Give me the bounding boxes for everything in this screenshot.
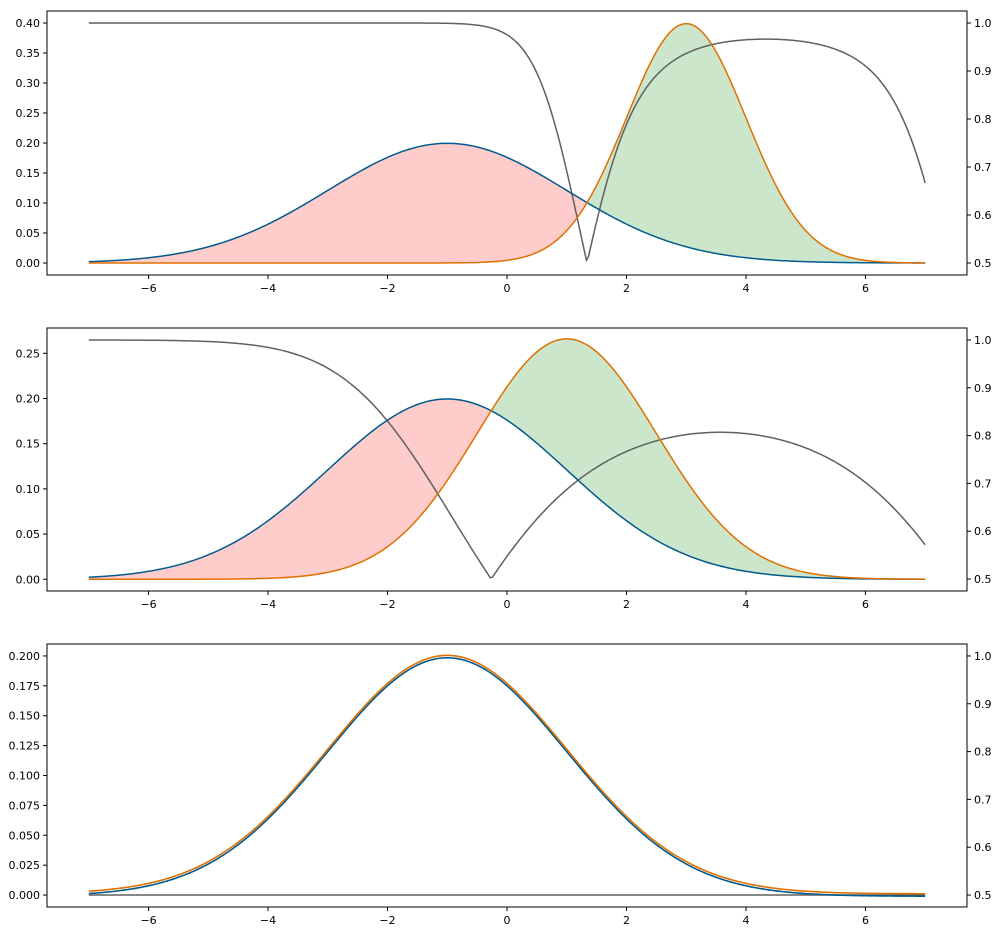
x-tick-label: 6 [862,914,869,927]
chart-panel-3: −6 −4 −2 0 2 4 6 0.000 0.025 0.050 0.075 0.100 0.125… [9,643,992,927]
series-orange-density-line [88,22,926,264]
left-y-tick-label: 0.00 [16,257,41,270]
right-y-tick-label: 0.9 [974,698,992,711]
region-orange-dominant-fill [492,338,926,580]
series-blue-density-line [88,656,926,897]
x-tick-label: 4 [742,598,749,611]
series-blue-density-line [88,142,926,264]
left-y-tick-label: 0.05 [16,528,41,541]
right-y-tick-label: 0.9 [974,382,992,395]
region-orange-dominant-fill [588,23,926,263]
right-y-tick-label: 0.6 [974,525,992,538]
right-y-tick-label: 0.8 [974,113,992,126]
right-y-tick-label: 0.9 [974,65,992,78]
right-y-tick-label: 1.0 [974,334,992,347]
region-blue-dominant-fill [88,398,491,580]
left-y-tick-label: 0.000 [9,889,41,902]
left-y-tick-label: 0.25 [16,347,41,360]
right-y-tick-label: 0.8 [974,746,992,759]
left-y-tick-label: 0.025 [9,859,41,872]
left-y-tick-label: 0.20 [16,392,41,405]
x-tick-label: −4 [260,282,276,295]
right-y-tick-label: 0.7 [974,161,992,174]
x-tick-label: −6 [140,914,156,927]
x-tick-label: 2 [623,282,630,295]
right-y-tick-label: 0.5 [974,889,992,902]
x-tick-label: 6 [862,282,869,295]
left-y-tick-label: 0.15 [16,438,41,451]
left-y-tick-label: 0.125 [9,740,41,753]
right-y-tick-label: 1.0 [974,17,992,30]
left-y-tick-label: 0.05 [16,227,41,240]
right-y-tick-label: 0.7 [974,477,992,490]
x-tick-label: −2 [379,282,395,295]
left-y-tick-label: 0.40 [16,17,41,30]
right-y-tick-label: 0.7 [974,793,992,806]
left-y-tick-label: 0.10 [16,483,41,496]
left-y-tick-label: 0.00 [16,573,41,586]
left-y-tick-label: 0.200 [9,650,41,663]
right-y-tick-label: 0.5 [974,257,992,270]
right-y-tick-label: 1.0 [974,650,992,663]
x-tick-label: −2 [379,914,395,927]
left-y-tick-label: 0.100 [9,770,41,783]
right-y-tick-label: 0.6 [974,209,992,222]
series-posterior-line [88,339,926,579]
left-y-tick-label: 0.075 [9,799,41,812]
x-tick-label: 0 [504,598,511,611]
x-tick-label: −6 [140,282,156,295]
right-y-tick-label: 0.8 [974,430,992,443]
left-y-tick-label: 0.10 [16,197,41,210]
right-y-tick-label: 0.5 [974,573,992,586]
x-tick-label: 6 [862,598,869,611]
series-blue-density-line [88,398,926,580]
chart-panel-2: −6 −4 −2 0 2 4 6 0.00 0.05 0.10 0.15 0.20 0.25 0.5 0.6… [16,327,992,611]
right-y-tick-label: 0.6 [974,841,992,854]
series-posterior-line [88,22,926,263]
series-orange-density-line [88,654,926,895]
x-tick-label: 0 [504,914,511,927]
x-tick-label: −2 [379,598,395,611]
chart-panel-1: −6 −4 −2 0 2 4 6 0.00 0.05 0.10 0.15 0.20 0.25 0.30 0.… [16,10,992,295]
x-tick-label: −6 [140,598,156,611]
left-y-tick-label: 0.15 [16,167,41,180]
left-y-tick-label: 0.25 [16,107,41,120]
x-tick-label: −4 [260,914,276,927]
left-y-tick-label: 0.20 [16,137,41,150]
left-y-tick-label: 0.050 [9,829,41,842]
x-tick-label: 2 [623,914,630,927]
x-tick-label: 4 [742,914,749,927]
x-tick-label: 0 [504,282,511,295]
region-blue-dominant-fill [88,143,587,263]
x-tick-label: 2 [623,598,630,611]
left-y-tick-label: 0.30 [16,77,41,90]
x-tick-label: −4 [260,598,276,611]
series-orange-density-line [88,338,926,580]
left-y-tick-label: 0.150 [9,710,41,723]
left-y-tick-label: 0.35 [16,47,41,60]
left-y-tick-label: 0.175 [9,680,41,693]
x-tick-label: 4 [742,282,749,295]
